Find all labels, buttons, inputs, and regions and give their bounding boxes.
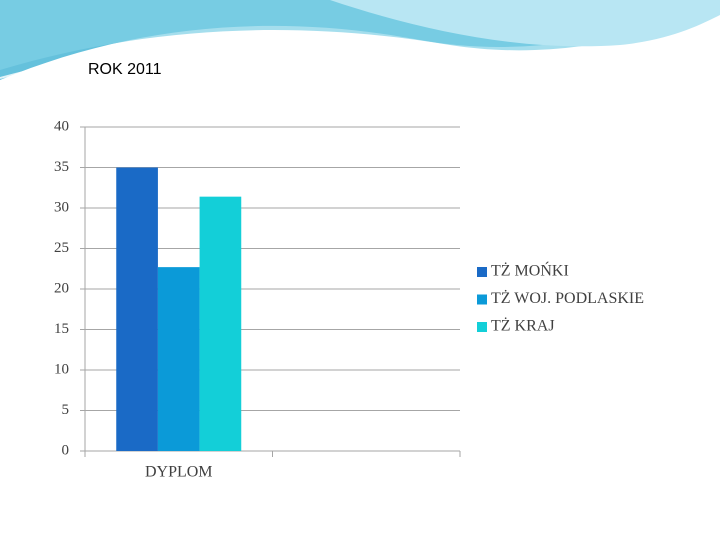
y-tick-label: 10 [54,361,69,377]
legend-swatch [477,267,487,277]
y-tick-label: 35 [54,159,69,175]
y-tick-label: 30 [54,199,69,215]
y-tick-label: 20 [54,280,69,296]
legend-label: TŻ MOŃKI [491,261,569,280]
legend-label: TŻ KRAJ [491,317,555,335]
bar [157,267,200,451]
y-tick-label: 15 [54,321,69,337]
legend-swatch [477,322,487,332]
chart-title: ROK 2011 [88,61,162,78]
bar [199,196,242,451]
x-tick-label: DYPLOM [145,464,213,481]
legend-label: TŻ WOJ. PODLASKIE [491,289,644,307]
y-tick-label: 0 [62,442,70,458]
y-tick-label: 40 [54,118,69,134]
y-tick-label: 25 [54,240,69,256]
header-decoration [0,0,720,80]
bar [116,167,158,451]
legend-swatch [477,294,487,305]
y-tick-label: 5 [62,402,70,418]
